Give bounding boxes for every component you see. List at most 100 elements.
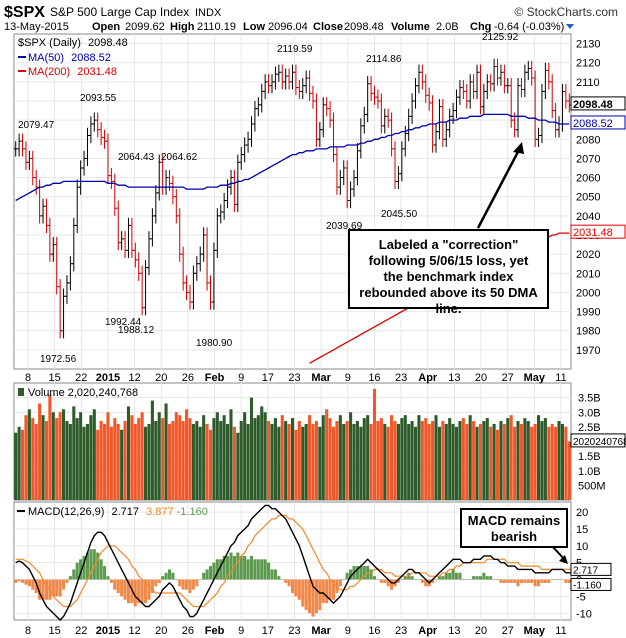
volume-bar <box>68 423 72 500</box>
price-x-tick-label: May <box>524 372 546 384</box>
legend-ma200-value: 2031.48 <box>77 66 117 78</box>
macd-histogram-bar <box>396 579 400 583</box>
price-x-tick-label: 11 <box>555 372 566 384</box>
volume-bar <box>318 426 322 500</box>
macd-histogram-bar <box>513 579 517 583</box>
dropdown-triangle-icon[interactable] <box>566 24 574 29</box>
volume-bar <box>431 421 435 500</box>
volume-bar <box>543 418 547 500</box>
macd-histogram-bar <box>188 579 192 594</box>
volume-bar <box>485 418 489 500</box>
volume-bar <box>513 426 517 500</box>
volume-bar <box>171 421 175 500</box>
macd-histogram-bar <box>502 579 506 583</box>
high-value: 2110.19 <box>197 21 236 33</box>
volume-bar <box>352 423 356 500</box>
price-extreme-label: 1992.44 <box>105 317 142 328</box>
macd-histogram-bar <box>267 562 271 580</box>
price-tick-label: 1990 <box>576 307 600 319</box>
volume-bar <box>246 423 250 500</box>
volume-bar <box>150 400 154 500</box>
price-tick-label: 2110 <box>576 77 600 89</box>
macd-histogram-bar <box>557 579 561 581</box>
macd-tick-label: 15 <box>576 524 588 536</box>
price-x-tick-label: 23 <box>288 372 300 384</box>
macd-histogram-bar <box>212 562 216 580</box>
macd-histogram-bar <box>564 579 568 583</box>
macd-histogram-bar <box>345 572 349 580</box>
macd-histogram-bar <box>178 579 182 587</box>
chg-label: Chg <box>470 21 491 33</box>
price-x-tick-label: Apr <box>418 372 438 384</box>
volume-bar <box>188 418 192 500</box>
legend-ma50-name: MA(50) <box>28 52 64 64</box>
macd-histogram-bar <box>509 579 513 583</box>
volume-bar <box>58 412 62 500</box>
volume-value: 2.0B <box>436 21 459 33</box>
macd-x-tick-label: 17 <box>262 625 274 637</box>
volume-bar <box>178 415 182 500</box>
volume-bar <box>277 426 281 500</box>
macd-histogram-bar <box>239 555 243 580</box>
volume-bar <box>410 421 414 500</box>
macd-histogram-bar <box>314 579 318 614</box>
macd-histogram-bar <box>304 579 308 610</box>
volume-bar <box>174 412 178 500</box>
macd-histogram-bar <box>413 579 418 581</box>
price-tick-label: 2050 <box>576 192 600 204</box>
volume-bar <box>144 426 148 500</box>
volume-bar <box>560 423 564 500</box>
macd-histogram-bar <box>530 579 534 583</box>
macd-histogram-bar <box>400 579 404 581</box>
macd-histogram-bar <box>24 579 28 585</box>
last-price-tag-box <box>570 96 626 111</box>
macd-histogram-bar <box>554 579 558 581</box>
volume-bar <box>287 423 291 500</box>
macd-histogram-bar <box>475 576 479 580</box>
macd-x-tick-label: 23 <box>288 625 300 637</box>
ma50-line <box>15 113 570 202</box>
volume-bar <box>17 426 21 500</box>
volume-bar <box>229 409 233 500</box>
volume-bar <box>345 421 349 500</box>
macd-x-tick-label: 16 <box>368 625 380 637</box>
volume-bar <box>554 426 558 500</box>
volume-bar <box>325 409 329 500</box>
price-tick-label: 1970 <box>576 345 600 357</box>
macd-x-tick-label: 27 <box>502 625 514 637</box>
volume-bar <box>417 415 421 500</box>
volume-tick-label: 2.5B <box>578 422 601 434</box>
macd-histogram-bar <box>390 579 394 590</box>
correction-arrow <box>476 147 522 229</box>
price-extreme-label: 2093.55 <box>80 93 117 104</box>
macd-histogram-bar <box>260 559 264 580</box>
macd-histogram-bar <box>185 579 189 590</box>
volume-bar <box>202 415 206 500</box>
volume-bar <box>557 421 561 500</box>
macd-histogram-bar <box>372 576 377 580</box>
volume-bar <box>212 418 216 500</box>
macd-histogram-bar <box>441 576 445 580</box>
macd-histogram-bar <box>222 555 226 580</box>
macd-histogram-bar <box>540 579 544 583</box>
macd-histogram-bar <box>444 572 448 580</box>
macd-x-tick-label: 12 <box>128 625 140 637</box>
price-x-tick-label: 22 <box>75 372 87 384</box>
macd-histogram-bar <box>567 579 571 583</box>
macd-histogram-bar <box>526 579 530 583</box>
correction-callout: Labeled a "correction" following 5/06/15… <box>348 229 549 316</box>
volume-bar <box>239 421 243 500</box>
macd-histogram-bar <box>533 579 537 587</box>
macd-histogram-bar <box>499 579 503 583</box>
volume-bar <box>55 418 59 500</box>
macd-histogram-bar <box>280 579 284 581</box>
volume-bar <box>256 415 260 500</box>
volume-bar <box>478 423 482 500</box>
macd-histogram-bar <box>256 559 260 580</box>
volume-bar <box>284 421 288 500</box>
volume-bar <box>475 426 479 500</box>
macd-tag: 2.717 <box>573 565 598 576</box>
price-extreme-label: 2125.92 <box>482 32 519 43</box>
chg-value: -0.64 (-0.03%) <box>494 21 564 33</box>
macd-histogram-bar <box>208 566 213 580</box>
